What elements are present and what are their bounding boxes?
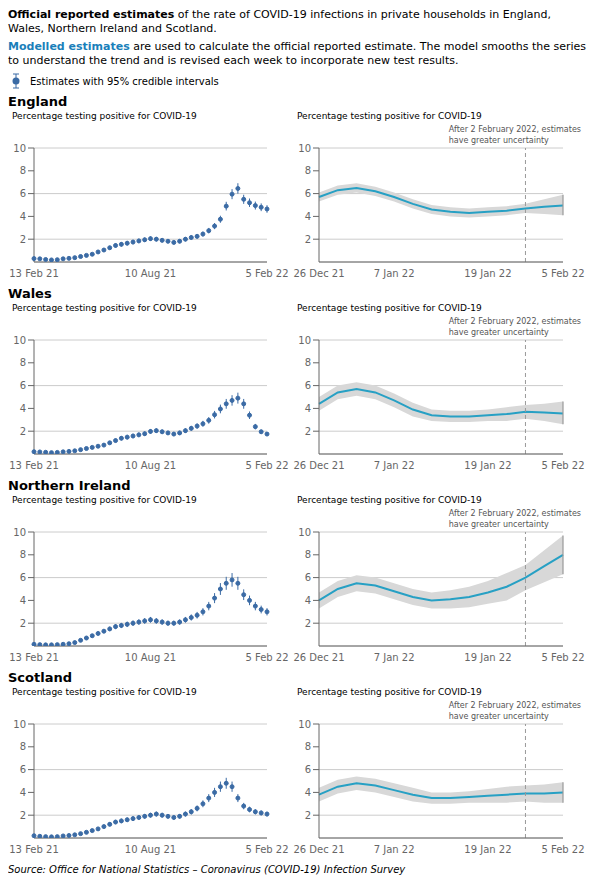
html-text:Percentage testing positive fo: Percentage testing positive for COVID-19 <box>12 111 197 121</box>
svg-text:8: 8 <box>305 549 311 560</box>
html-text:Percentage testing positive fo: Percentage testing positive for COVID-19 <box>12 687 197 697</box>
html-text:Percentage testing positive fo: Percentage testing positive for COVID-19 <box>297 495 482 505</box>
svg-text:6: 6 <box>305 572 311 583</box>
svg-text:10: 10 <box>13 719 26 730</box>
html-text:Percentage testing positive fo: Percentage testing positive for COVID-19 <box>12 303 197 313</box>
html-text:Official reported estimates of: Official reported estimates of the rate … <box>8 8 551 35</box>
svg-text:10 Aug 21: 10 Aug 21 <box>125 460 176 471</box>
svg-text:8: 8 <box>20 357 26 368</box>
svg-text:5 Feb 22: 5 Feb 22 <box>245 844 288 855</box>
svg-text:8: 8 <box>20 165 26 176</box>
svg-text:5 Feb 22: 5 Feb 22 <box>541 460 584 471</box>
svg-text:4: 4 <box>20 403 26 414</box>
svg-text:8: 8 <box>20 741 26 752</box>
svg-text:19 Jan 22: 19 Jan 22 <box>464 460 511 471</box>
svg-text:7 Jan 22: 7 Jan 22 <box>374 460 415 471</box>
html-text:Percentage testing positive fo: Percentage testing positive for COVID-19 <box>12 495 197 505</box>
html-text:Percentage testing positive fo: Percentage testing positive for COVID-19 <box>297 303 482 313</box>
svg-text:13 Feb 21: 13 Feb 21 <box>9 460 59 471</box>
svg-text:6: 6 <box>305 380 311 391</box>
svg-text:13 Feb 21: 13 Feb 21 <box>9 652 59 663</box>
svg-text:13 Feb 21: 13 Feb 21 <box>9 844 59 855</box>
svg-text:10: 10 <box>298 335 311 346</box>
html-text:Estimates with 95% credible in: Estimates with 95% credible intervals <box>30 75 219 87</box>
svg-text:10 Aug 21: 10 Aug 21 <box>125 652 176 663</box>
html-text:After 2 February 2022, estimat: After 2 February 2022, estimates have gr… <box>448 701 581 721</box>
svg-text:19 Jan 22: 19 Jan 22 <box>464 652 511 663</box>
svg-text:7 Jan 22: 7 Jan 22 <box>374 652 415 663</box>
html-text:Modelled estimates are used to: Modelled estimates are used to calculate… <box>8 40 586 67</box>
svg-text:10: 10 <box>13 527 26 538</box>
html-text:Percentage testing positive fo: Percentage testing positive for COVID-19 <box>297 111 482 121</box>
svg-text:26 Dec 21: 26 Dec 21 <box>293 268 344 279</box>
svg-text:10 Aug 21: 10 Aug 21 <box>125 844 176 855</box>
svg-text:5 Feb 22: 5 Feb 22 <box>541 652 584 663</box>
html-text:England: England <box>8 94 68 109</box>
svg-text:4: 4 <box>305 403 311 414</box>
svg-text:6: 6 <box>305 764 311 775</box>
svg-text:5 Feb 22: 5 Feb 22 <box>541 844 584 855</box>
svg-text:2: 2 <box>305 426 311 437</box>
svg-text:2: 2 <box>305 810 311 821</box>
svg-text:8: 8 <box>305 165 311 176</box>
svg-text:4: 4 <box>305 595 311 606</box>
svg-text:4: 4 <box>305 787 311 798</box>
svg-text:4: 4 <box>20 787 26 798</box>
html-text:Scotland: Scotland <box>8 670 72 685</box>
svg-text:4: 4 <box>20 211 26 222</box>
svg-text:2: 2 <box>20 618 26 629</box>
svg-text:10 Aug 21: 10 Aug 21 <box>125 268 176 279</box>
svg-text:26 Dec 21: 26 Dec 21 <box>293 460 344 471</box>
svg-text:8: 8 <box>305 357 311 368</box>
svg-text:26 Dec 21: 26 Dec 21 <box>293 652 344 663</box>
svg-text:4: 4 <box>305 211 311 222</box>
html-text:Source: Office for National St: Source: Office for National Statistics –… <box>8 864 406 875</box>
svg-text:5 Feb 22: 5 Feb 22 <box>245 268 288 279</box>
svg-text:4: 4 <box>20 595 26 606</box>
html-text:After 2 February 2022, estimat: After 2 February 2022, estimates have gr… <box>448 125 581 145</box>
svg-text:2: 2 <box>20 426 26 437</box>
svg-text:7 Jan 22: 7 Jan 22 <box>374 268 415 279</box>
svg-text:6: 6 <box>20 572 26 583</box>
svg-text:19 Jan 22: 19 Jan 22 <box>464 268 511 279</box>
svg-text:7 Jan 22: 7 Jan 22 <box>374 844 415 855</box>
svg-text:5 Feb 22: 5 Feb 22 <box>245 652 288 663</box>
svg-text:2: 2 <box>305 618 311 629</box>
svg-text:10: 10 <box>298 527 311 538</box>
svg-text:6: 6 <box>20 188 26 199</box>
html-text:After 2 February 2022, estimat: After 2 February 2022, estimates have gr… <box>448 509 581 529</box>
svg-text:8: 8 <box>305 741 311 752</box>
svg-text:5 Feb 22: 5 Feb 22 <box>245 460 288 471</box>
svg-text:6: 6 <box>20 380 26 391</box>
html-text:Percentage testing positive fo: Percentage testing positive for COVID-19 <box>297 687 482 697</box>
html-text:After 2 February 2022, estimat: After 2 February 2022, estimates have gr… <box>448 317 581 337</box>
svg-text:10: 10 <box>13 143 26 154</box>
svg-text:10: 10 <box>298 143 311 154</box>
svg-text:6: 6 <box>20 764 26 775</box>
svg-text:19 Jan 22: 19 Jan 22 <box>464 844 511 855</box>
svg-text:5 Feb 22: 5 Feb 22 <box>541 268 584 279</box>
svg-text:8: 8 <box>20 549 26 560</box>
svg-text:2: 2 <box>20 234 26 245</box>
svg-text:2: 2 <box>305 234 311 245</box>
svg-text:26 Dec 21: 26 Dec 21 <box>293 844 344 855</box>
svg-text:6: 6 <box>305 188 311 199</box>
svg-text:10: 10 <box>13 335 26 346</box>
svg-text:10: 10 <box>298 719 311 730</box>
html-text:Wales: Wales <box>8 286 52 301</box>
html-text:Northern Ireland: Northern Ireland <box>8 478 131 493</box>
svg-text:2: 2 <box>20 810 26 821</box>
svg-text:13 Feb 21: 13 Feb 21 <box>9 268 59 279</box>
